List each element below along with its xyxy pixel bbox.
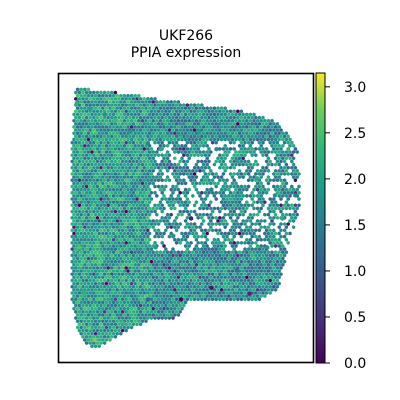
data-point-12 [272,192,277,198]
colorbar-tick-label-2: 1.0 [344,264,366,280]
colorbar-tick-label-1: 0.5 [344,310,366,326]
data-point-30 [280,216,285,221]
data-point-26 [209,285,214,291]
colorbar-tick-label-3: 1.5 [344,218,366,234]
data-point-10 [234,158,239,164]
data-point-3 [112,117,117,123]
data-point-4 [128,129,133,135]
data-point-15 [171,233,176,239]
colorbar [315,72,326,364]
data-point-31 [293,192,298,198]
data-point-9 [214,146,219,152]
data-point-18 [107,273,112,279]
data-point-28 [247,291,252,297]
data-point-2 [102,112,107,117]
plot-frame [57,72,315,364]
data-point-8 [196,129,201,135]
colorbar-tick-label-5: 2.5 [344,126,366,142]
data-point-16 [153,245,158,250]
data-point-29 [265,245,270,250]
data-point-6 [158,146,163,152]
data-point-19 [82,291,87,297]
chart-title: UKF266 [159,28,213,44]
data-point-23 [120,320,125,325]
data-point-27 [234,268,239,273]
data-point-13 [209,187,214,192]
tissue-spot-field [70,87,301,349]
data-point-11 [255,175,260,181]
colorbar-ticks: 0.0 0.5 1.0 1.5 2.0 2.5 3.0 [325,80,366,372]
data-point-0 [74,100,79,106]
data-point-22 [92,337,97,343]
colorbar-tick-label-6: 3.0 [344,80,366,96]
data-points [74,100,298,343]
data-point-25 [178,297,183,302]
data-point-24 [145,297,150,302]
data-point-1 [87,106,92,112]
data-point-14 [189,216,194,221]
data-point-21 [87,325,92,331]
chart-subtitle: PPIA expression [131,45,242,61]
data-point-17 [133,256,138,262]
data-point-7 [178,135,183,140]
colorbar-tick-label-4: 2.0 [344,172,366,188]
data-point-20 [77,245,82,250]
colorbar-tick-label-0: 0.0 [344,356,366,372]
data-point-5 [145,140,150,146]
